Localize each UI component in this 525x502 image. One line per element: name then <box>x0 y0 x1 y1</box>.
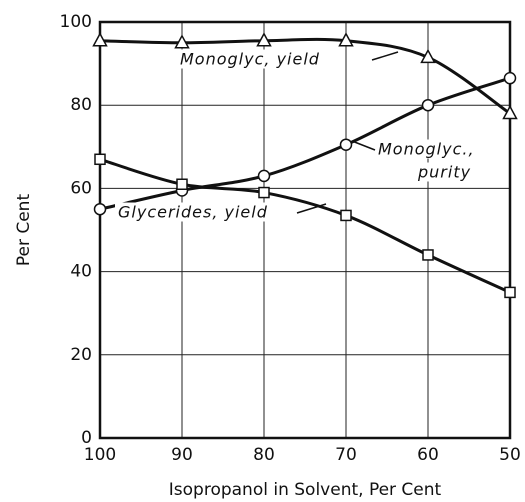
marker <box>421 98 435 112</box>
y-tick-label: 100 <box>60 12 92 32</box>
x-tick-label: 80 <box>253 445 275 465</box>
marker <box>502 104 518 120</box>
line <box>99 76 511 211</box>
annotation-bg <box>177 49 323 69</box>
marker <box>258 186 270 199</box>
x-tick-label: 100 <box>84 445 116 465</box>
annotation: Monoglyc., <box>378 140 475 159</box>
x-tick-label: 70 <box>335 445 357 465</box>
line <box>99 37 511 115</box>
y-tick-label: 20 <box>70 345 92 365</box>
plot-frame <box>98 20 512 440</box>
annotation: Monoglyc, yield <box>180 50 320 69</box>
y-tick-label: 0 <box>81 428 92 448</box>
line <box>99 157 511 294</box>
annotation: purity <box>417 163 471 182</box>
marker <box>176 178 188 190</box>
annotation-bg <box>115 202 271 222</box>
y-tick-label: 60 <box>70 178 92 198</box>
annotation-bg <box>414 162 475 182</box>
marker <box>256 32 272 47</box>
y-tick-label: 80 <box>70 95 92 115</box>
marker <box>94 153 106 166</box>
marker <box>420 48 436 64</box>
x-tick-label: 60 <box>417 445 439 465</box>
leader-line <box>296 203 327 214</box>
y-tick-label: 40 <box>70 262 92 282</box>
marker <box>422 249 434 261</box>
marker <box>257 169 271 183</box>
y-axis-label: Per Cent <box>14 194 34 267</box>
leader-line <box>371 51 399 61</box>
annotation: Glycerides, yield <box>118 203 268 222</box>
marker <box>340 209 352 222</box>
marker <box>92 32 108 47</box>
marker <box>504 286 516 299</box>
marker <box>174 34 190 49</box>
x-axis-label: Isopropanol in Solvent, Per Cent <box>169 480 442 500</box>
marker <box>93 202 107 216</box>
marker <box>339 138 353 151</box>
marker <box>338 32 354 47</box>
marker <box>503 71 517 85</box>
x-tick-label: 90 <box>171 445 193 465</box>
annotation-bg <box>375 139 478 159</box>
leader-line <box>351 140 376 151</box>
x-tick-label: 50 <box>499 445 521 465</box>
